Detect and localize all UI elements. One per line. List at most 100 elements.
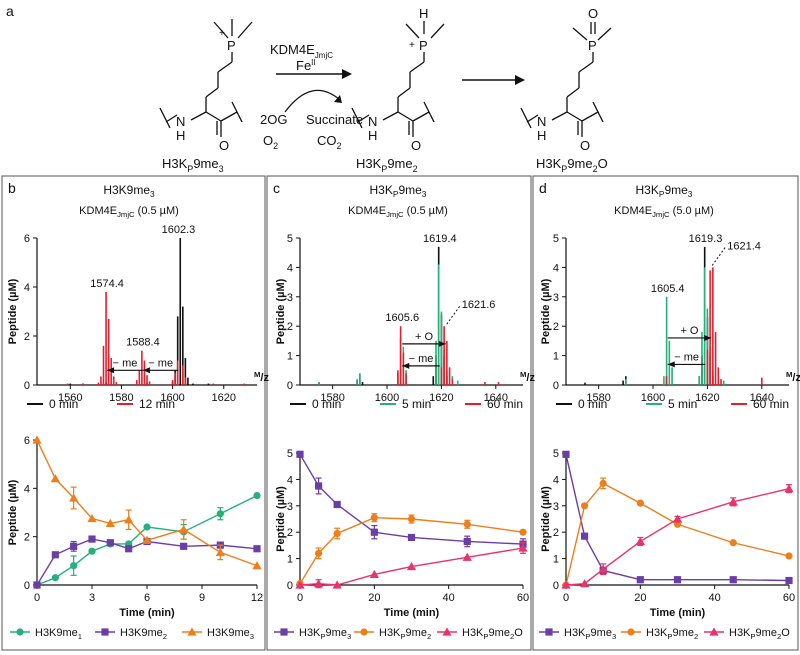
legend-label: 12 min: [139, 397, 175, 411]
legend-label-part: P: [667, 632, 672, 641]
condition-label-part: JmjC: [386, 210, 404, 219]
marker-circle: [70, 562, 78, 570]
atom-o-1: O: [219, 138, 229, 153]
y-tick-label: 0: [553, 580, 559, 592]
legend-label-part: 0 min: [312, 397, 341, 411]
marker-square: [296, 450, 304, 458]
panel-a: a P + N H O H3KP9me3 KDM4EJmjC FeII 2OG …: [6, 3, 612, 174]
shift-arrow-head: [438, 340, 446, 347]
condition-label: KDM4EJmjC (0.5 µM): [79, 205, 179, 219]
x-axis-title-part: /z: [526, 372, 535, 384]
y-tick-label: 0: [287, 380, 293, 392]
peak-label-part: 1588.4: [126, 337, 160, 349]
marker-square: [562, 450, 570, 458]
y-tick-label-part: 5: [553, 233, 559, 245]
y-tick-label: 1: [287, 554, 293, 566]
annotation-leader: [711, 247, 726, 266]
marker-triangle: [598, 564, 608, 573]
shift-label-part: − me: [148, 357, 173, 369]
marker-triangle: [518, 543, 528, 552]
y-tick-label-part: 0: [24, 380, 30, 392]
marker-square: [407, 533, 416, 542]
chart-c-top: 0 1 2 3 4 5 1580 1600 1620 1640 Peptide (µM) c H3KP9…: [273, 180, 535, 411]
legend-label-part: H3K: [564, 627, 586, 639]
x-axis-title: M/z: [254, 370, 269, 384]
marker-square: [125, 545, 133, 553]
panel-label: c: [273, 180, 280, 196]
legend-label: H3KP9me2: [379, 627, 431, 641]
y-tick-label-part: 4: [553, 262, 559, 274]
x-tick-label-part: 40: [709, 592, 721, 604]
y-tick-label-part: 3: [287, 292, 293, 304]
y-axis-title: Peptide (µM): [7, 278, 19, 344]
marker-square: [33, 581, 41, 589]
x-tick-label: 1560: [58, 392, 82, 404]
panel-label: d: [539, 180, 547, 196]
chart-title-part: 9me: [664, 183, 688, 197]
legend-label-part: 9me: [489, 627, 510, 639]
marker-square: [580, 532, 589, 540]
marker-square: [370, 528, 378, 536]
chart-title-part: H3K9me: [103, 183, 150, 197]
panel-label-part: b: [8, 180, 16, 196]
y-tick-label-part: 1: [287, 554, 293, 566]
x-tick-label-part: 1640: [484, 392, 508, 404]
marker-circle: [370, 514, 378, 522]
x-tick-label: 40: [443, 592, 455, 604]
x-axis-title-part: Time (min): [119, 607, 175, 619]
marker-circle: [580, 502, 589, 510]
y-tick-label-part: 5: [287, 233, 293, 245]
chart-title-part: P: [393, 189, 399, 199]
condition-label: KDM4EJmjC (5.0 µM): [614, 205, 714, 219]
marker-triangle: [462, 552, 472, 561]
legend-label: H3K9me2: [120, 627, 167, 641]
y-tick-label-part: 3: [553, 292, 559, 304]
marker-square: [636, 576, 644, 584]
x-tick-label: 1600: [641, 392, 665, 404]
x-axis-title: M/z: [786, 370, 800, 384]
panel-a-label: a: [6, 3, 14, 19]
legend-label-part: 9me: [326, 627, 347, 639]
chart-title-part: 9me: [398, 183, 422, 197]
peak-label-part: 1605.6: [385, 312, 419, 324]
y-tick-label-part: 0: [287, 580, 293, 592]
legend-label: H3KP9me2: [646, 627, 698, 641]
x-tick-label-part: 9: [199, 592, 205, 604]
legend-label-part: 2: [777, 632, 781, 641]
enzyme-label: KDM4EJmjC: [270, 42, 333, 60]
legend-label-part: H3K9me: [120, 627, 163, 639]
atom-o-2: O: [411, 138, 421, 153]
marker-square: [51, 551, 59, 559]
panel-d-frame: [532, 175, 799, 651]
x-tick-label-part: 20: [368, 592, 380, 604]
shift-arrow-head: [107, 367, 115, 374]
legend-label-part: 3: [612, 632, 616, 641]
series-line-purple: [36, 538, 258, 586]
marker-triangle: [69, 493, 79, 502]
marker-circle: [16, 628, 24, 636]
peak-label-part: 1619.4: [423, 233, 457, 245]
legend-label-part: 5 min: [668, 397, 697, 411]
atom-h-2: H: [419, 6, 428, 21]
marker-circle: [627, 628, 635, 636]
legend-label-part: 9me: [591, 627, 612, 639]
marker-square: [280, 628, 288, 636]
panel-label: b: [8, 180, 16, 196]
x-tick-label-part: 1600: [160, 392, 184, 404]
atom-n-1: N: [176, 114, 185, 129]
shift-label-part: − me: [674, 351, 699, 363]
x-axis-title: M/z: [520, 370, 535, 384]
marker-triangle: [87, 513, 97, 523]
marker-triangle: [295, 580, 305, 589]
charge-2: +: [409, 40, 415, 51]
y-axis-title-part: Peptide (µM): [7, 278, 19, 344]
x-tick-label-part: 1580: [320, 392, 344, 404]
marker-circle: [407, 515, 416, 523]
y-tick-label-part: 2: [24, 331, 30, 343]
marker-square: [545, 628, 553, 636]
marker-triangle: [561, 580, 571, 589]
structure-2-label: H3KP9me2: [356, 156, 418, 174]
chart-title: H3KP9me3: [370, 183, 427, 199]
condition-label-part: (0.5 µM): [135, 205, 179, 217]
chart-title-part: P: [659, 189, 665, 199]
